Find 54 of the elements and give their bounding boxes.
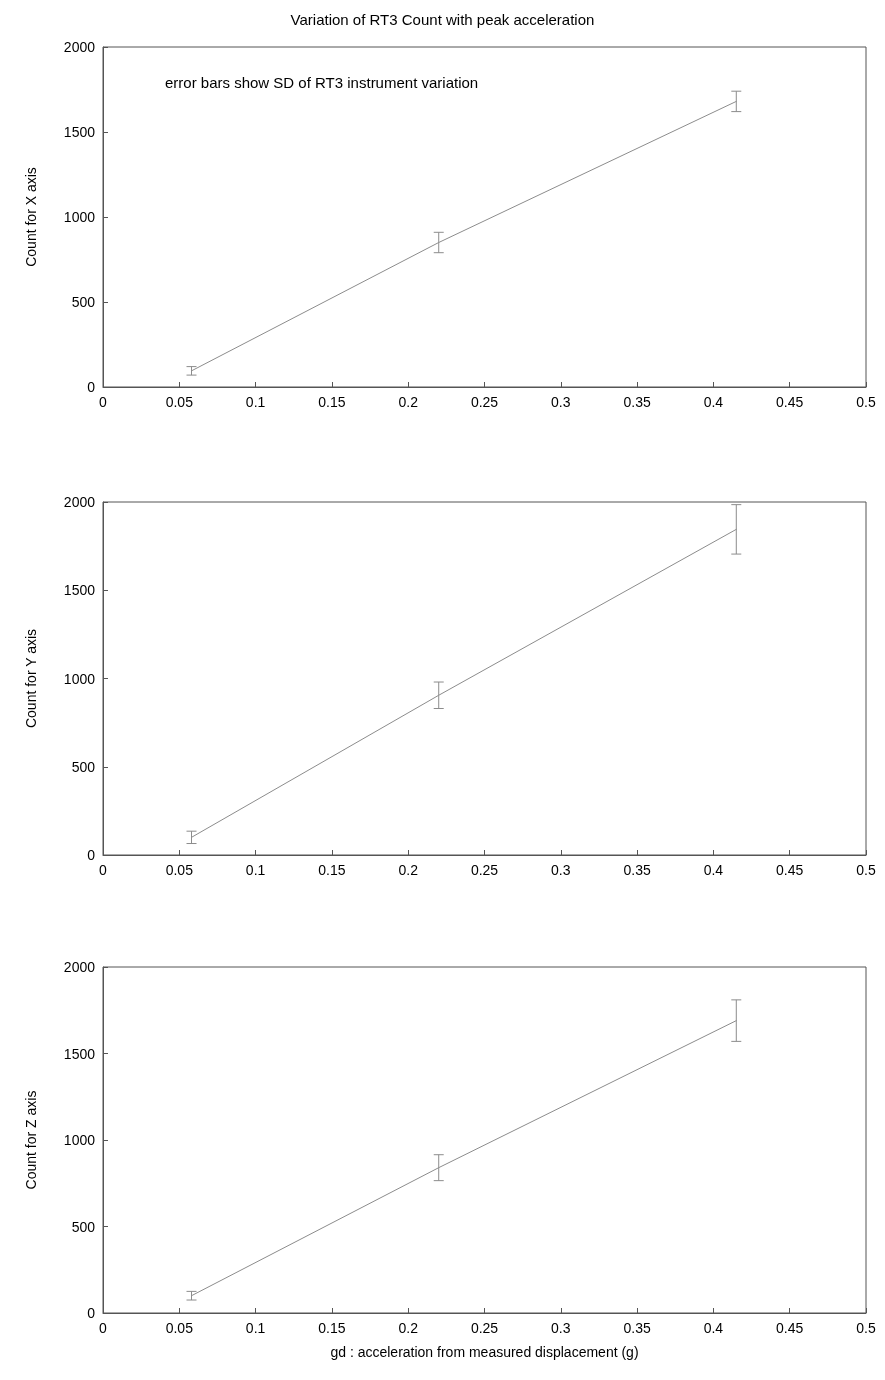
- x-tick-label: 0.25: [470, 862, 499, 878]
- x-tick-label: 0.1: [245, 1320, 266, 1336]
- x-tick-label: 0.1: [245, 862, 266, 878]
- x-tick-label: 0.45: [776, 862, 804, 878]
- y-tick-label: 0: [87, 379, 96, 395]
- y-tick-label: 500: [71, 758, 96, 775]
- x-tick-label: 0.2: [398, 862, 419, 878]
- x-tick-label: 0.3: [551, 862, 571, 878]
- y-axis-title: Count for Y axis: [23, 628, 39, 729]
- x-tick-label: 0: [99, 1320, 108, 1336]
- x-tick-label: 0.45: [776, 1320, 804, 1336]
- x-tick-label: 0.1: [245, 394, 266, 410]
- x-tick-label: 0.5: [856, 862, 876, 878]
- x-tick-label: 0.15: [318, 1320, 346, 1336]
- x-tick-label: 0.05: [165, 394, 194, 410]
- x-tick-label: 0.35: [623, 394, 651, 410]
- y-tick-label: 0: [87, 847, 96, 863]
- y-tick-label: 2000: [63, 39, 96, 55]
- y-tick-label: 1000: [63, 670, 96, 687]
- y-axis-title: Count for X axis: [23, 167, 39, 267]
- y-tick-label: 2000: [63, 959, 96, 975]
- y-tick-label: 1500: [63, 1045, 96, 1062]
- x-tick-label: 0.25: [470, 394, 499, 410]
- y-tick-label: 500: [71, 294, 96, 310]
- x-tick-label: 0.4: [703, 1320, 724, 1336]
- x-axis-title: gd : acceleration from measured displacement (g): [330, 1344, 639, 1360]
- x-tick-label: 0.25: [470, 1320, 499, 1336]
- chart-title: Variation of RT3 Count with peak acceleration: [290, 11, 595, 28]
- y-tick-label: 1500: [63, 124, 96, 140]
- x-tick-label: 0.45: [776, 394, 804, 410]
- x-tick-label: 0.05: [165, 862, 194, 878]
- annotation: error bars show SD of RT3 instrument variation: [165, 74, 479, 91]
- y-tick-label: 1000: [63, 209, 96, 225]
- x-tick-label: 0.15: [318, 862, 346, 878]
- y-tick-label: 1500: [63, 582, 96, 599]
- x-tick-label: 0.5: [856, 1320, 876, 1336]
- y-tick-label: 2000: [63, 494, 96, 510]
- x-tick-label: 0.35: [623, 1320, 651, 1336]
- y-axis-title: Count for Z axis: [23, 1090, 39, 1190]
- x-tick-label: 0.4: [703, 394, 724, 410]
- x-tick-label: 0.4: [703, 862, 724, 878]
- x-tick-label: 0.35: [623, 862, 651, 878]
- x-tick-label: 0.2: [398, 1320, 419, 1336]
- x-tick-label: 0: [99, 394, 108, 410]
- y-tick-label: 0: [87, 1305, 96, 1321]
- x-tick-label: 0.3: [551, 1320, 571, 1336]
- x-tick-label: 0.5: [856, 394, 876, 410]
- x-tick-label: 0.05: [165, 1320, 194, 1336]
- x-tick-label: 0: [99, 862, 108, 878]
- x-tick-label: 0.2: [398, 394, 419, 410]
- x-tick-label: 0.15: [318, 394, 346, 410]
- x-tick-label: 0.3: [551, 394, 571, 410]
- y-tick-label: 1000: [63, 1132, 96, 1148]
- y-tick-label: 500: [71, 1218, 96, 1235]
